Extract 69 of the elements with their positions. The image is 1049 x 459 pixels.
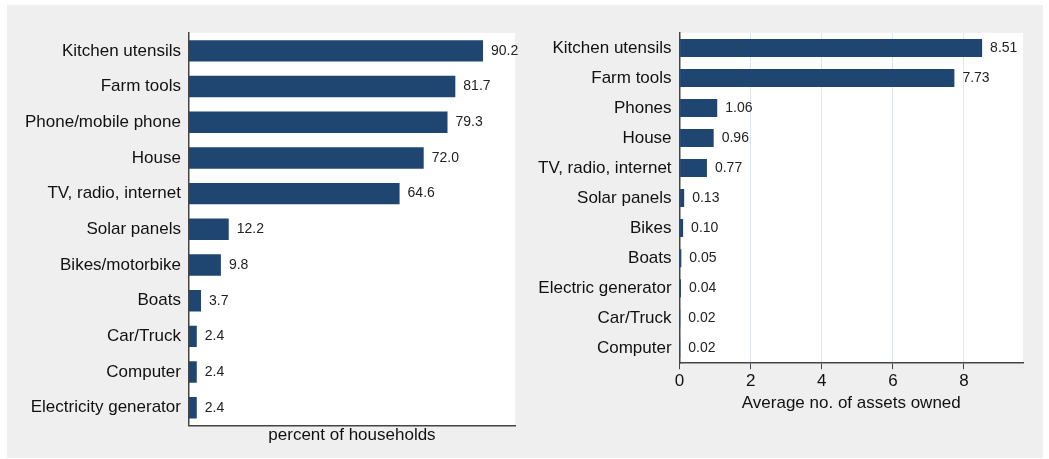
y-tick-label: House <box>131 147 181 167</box>
y-tick-label: Solar panels <box>86 218 181 238</box>
y-tick-label: Phones <box>613 97 672 117</box>
x-tick-label: 6 <box>888 371 898 391</box>
y-tick-label: Computer <box>106 361 182 381</box>
bar <box>188 254 221 276</box>
bar <box>680 39 983 58</box>
y-tick-label: Solar panels <box>577 187 672 207</box>
y-tick-label: Kitchen utensils <box>552 37 672 57</box>
data-label: 90.2 <box>491 41 519 58</box>
y-tick-label: Computer <box>596 337 672 357</box>
data-label: 7.73 <box>962 68 990 85</box>
y-tick-label: Car/Truck <box>597 307 673 327</box>
x-axis-title: percent of households <box>268 425 436 445</box>
data-label: 0.96 <box>721 128 750 145</box>
bar <box>680 99 718 118</box>
data-label: 2.4 <box>204 362 225 379</box>
y-tick-label: Bikes/motorbike <box>60 254 181 274</box>
y-tick-label: TV, radio, internet <box>538 157 672 177</box>
bar <box>680 159 707 178</box>
data-label: 0.04 <box>688 279 717 296</box>
data-label: 8.51 <box>990 38 1018 55</box>
data-label: 9.8 <box>228 255 249 272</box>
data-label: 0.02 <box>688 309 716 326</box>
y-tick-label: House <box>622 127 672 147</box>
data-label: 12.2 <box>236 220 265 237</box>
data-label: 79.3 <box>455 113 483 130</box>
bar <box>188 182 400 205</box>
data-label: 64.6 <box>407 184 436 201</box>
y-tick-label: Boats <box>628 247 672 267</box>
y-tick-label: Electric generator <box>538 277 672 297</box>
bar <box>188 218 229 241</box>
bar <box>188 75 456 98</box>
data-label: 0.05 <box>689 249 717 265</box>
bar <box>188 40 484 62</box>
bar <box>680 189 685 208</box>
bar <box>188 361 197 383</box>
y-tick-label: Boats <box>137 290 181 310</box>
data-label: 81.7 <box>463 77 491 94</box>
data-label: 2.4 <box>204 398 225 415</box>
bar <box>188 397 197 419</box>
data-label: 0.02 <box>688 339 716 356</box>
data-label: 0.10 <box>691 218 719 235</box>
data-label: 1.06 <box>725 98 753 115</box>
data-label: 0.13 <box>692 188 720 205</box>
x-tick-label: 0 <box>674 371 685 391</box>
y-tick-label: Car/Truck <box>106 326 182 346</box>
bar <box>188 147 424 169</box>
bar <box>188 111 448 133</box>
data-label: 2.4 <box>204 327 225 344</box>
x-tick-label: 4 <box>817 371 827 391</box>
y-tick-label: Phone/mobile phone <box>24 111 181 131</box>
data-label: 0.77 <box>714 158 743 175</box>
data-label: 3.7 <box>209 291 229 308</box>
bar <box>188 289 202 312</box>
x-tick-label: 2 <box>745 371 756 391</box>
data-label: 72.0 <box>431 148 460 165</box>
bar <box>680 219 684 238</box>
y-tick-label: Kitchen utensils <box>61 40 181 60</box>
y-tick-label: Electricity generator <box>30 397 182 417</box>
y-tick-label: Farm tools <box>591 67 672 87</box>
y-tick-label: Bikes <box>629 217 672 237</box>
bar <box>188 325 197 348</box>
bar <box>680 129 714 148</box>
x-tick-label: 8 <box>959 371 969 391</box>
y-tick-label: Farm tools <box>100 76 181 96</box>
bar <box>680 69 955 88</box>
x-axis-title: Average no. of assets owned <box>741 393 961 413</box>
y-tick-label: TV, radio, internet <box>47 183 182 203</box>
